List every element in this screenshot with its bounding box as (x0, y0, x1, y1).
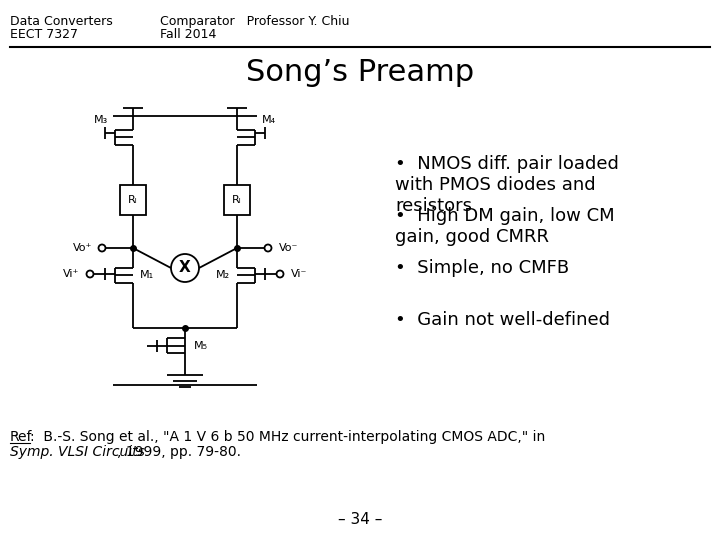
Text: Rₗ: Rₗ (232, 195, 242, 205)
Text: Vo⁻: Vo⁻ (279, 243, 299, 253)
Text: M₅: M₅ (194, 341, 208, 351)
Text: :  B.-S. Song et al., "A 1 V 6 b 50 MHz current-interpolating CMOS ADC," in: : B.-S. Song et al., "A 1 V 6 b 50 MHz c… (30, 430, 545, 444)
Text: Data Converters: Data Converters (10, 15, 113, 28)
Text: Fall 2014: Fall 2014 (160, 28, 217, 41)
Text: •  Gain not well-defined: • Gain not well-defined (395, 311, 610, 329)
Text: Vi⁻: Vi⁻ (291, 269, 307, 279)
Text: M₄: M₄ (262, 115, 276, 125)
Text: Ref: Ref (10, 430, 32, 444)
Text: Rₗ: Rₗ (128, 195, 138, 205)
Text: , 1999, pp. 79-80.: , 1999, pp. 79-80. (117, 445, 241, 459)
Text: Vo⁺: Vo⁺ (73, 243, 93, 253)
Text: M₁: M₁ (140, 270, 154, 280)
Text: •  NMOS diff. pair loaded
with PMOS diodes and
resistors: • NMOS diff. pair loaded with PMOS diode… (395, 155, 619, 214)
Text: M₃: M₃ (94, 115, 108, 125)
Text: X: X (179, 260, 191, 275)
Text: Song’s Preamp: Song’s Preamp (246, 58, 474, 87)
Text: EECT 7327: EECT 7327 (10, 28, 78, 41)
Text: M₂: M₂ (216, 270, 230, 280)
Text: Symp. VLSI Circuits: Symp. VLSI Circuits (10, 445, 145, 459)
Text: Comparator   Professor Y. Chiu: Comparator Professor Y. Chiu (160, 15, 349, 28)
Bar (120, 185, 146, 215)
Text: Vi⁺: Vi⁺ (63, 269, 79, 279)
Text: •  High DM gain, low CM
gain, good CMRR: • High DM gain, low CM gain, good CMRR (395, 207, 615, 246)
Text: •  Simple, no CMFB: • Simple, no CMFB (395, 259, 569, 277)
Text: – 34 –: – 34 – (338, 512, 382, 527)
Bar (224, 185, 250, 215)
